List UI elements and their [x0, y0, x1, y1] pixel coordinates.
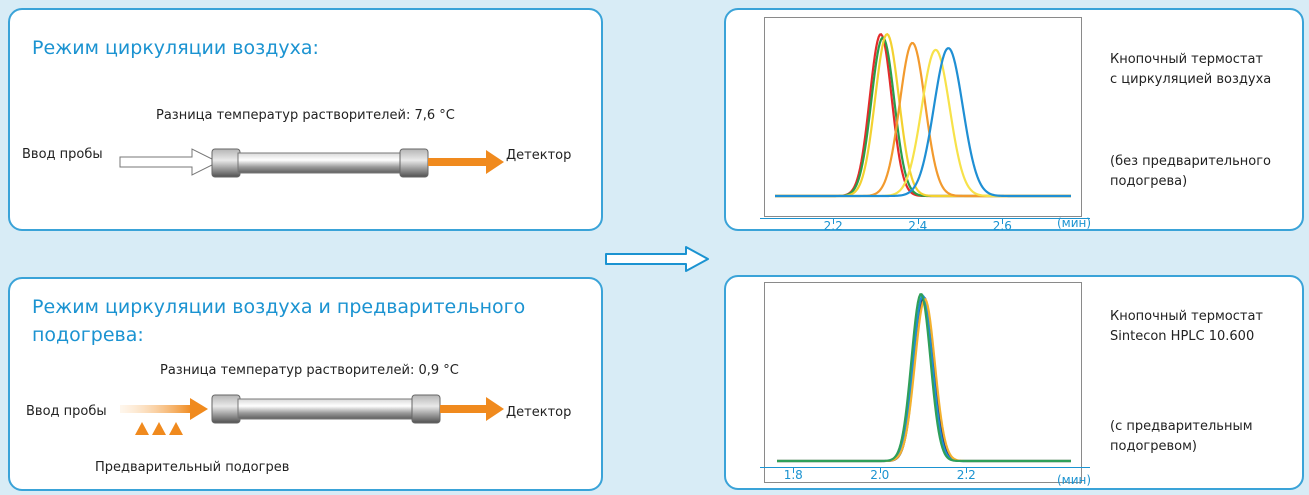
x-axis	[760, 218, 1090, 219]
preheat-label: Предварительный подогрев	[95, 460, 290, 475]
preheat-panel: Режим циркуляции воздуха и предварительн…	[8, 277, 603, 491]
chromatogram-series-1	[775, 32, 1071, 198]
chromatogram-plot	[764, 282, 1082, 483]
temperature-difference-label: Разница температур растворителей: 7,6 °C	[156, 108, 455, 123]
device-description-line2: с циркуляцией воздуха	[1110, 72, 1272, 87]
preheat-note-line2: подогревом)	[1110, 439, 1197, 454]
preheat-note-line1: (без предварительного	[1110, 154, 1271, 169]
x-axis-tick	[833, 218, 835, 224]
chromatogram-lines	[775, 32, 1071, 198]
x-axis-tick-label: 1.8	[783, 468, 803, 482]
x-axis-tick-label: 2.2	[956, 468, 976, 482]
x-axis-tick	[793, 467, 795, 473]
x-axis-unit: (мин)	[1057, 473, 1092, 487]
panel-title-line2: подогрева:	[32, 324, 144, 346]
column-diagram	[120, 394, 504, 435]
hplc-column	[211, 394, 441, 424]
panel-title-line1: Режим циркуляции воздуха и предварительн…	[32, 296, 526, 318]
x-axis-tick-label: 2.6	[992, 219, 1012, 233]
panel-title: Режим циркуляции воздуха:	[32, 37, 319, 59]
hollow-input-arrow	[119, 148, 220, 176]
chromatogram-series-4	[775, 41, 1071, 198]
x-axis	[760, 467, 1090, 468]
air-circulation-panel: Режим циркуляции воздуха: Разница темпер…	[8, 8, 603, 231]
chromatogram-series-1	[777, 295, 1071, 463]
x-axis-tick	[879, 467, 881, 473]
chromatogram-series-5	[775, 48, 1071, 198]
x-axis-tick	[1002, 218, 1004, 224]
chart-panel-sintecon: 1.8 2.0 2.2 (мин) Кнопочный термостат Sint…	[724, 275, 1304, 490]
chromatogram-series-3	[775, 32, 1071, 198]
comparison-arrow-icon	[605, 246, 709, 272]
x-axis-tick	[966, 467, 968, 473]
chromatogram-lines	[777, 293, 1071, 463]
x-axis-tick-label: 2.4	[908, 219, 928, 233]
chromatogram-plot	[764, 17, 1082, 217]
sample-input-label: Ввод пробы	[22, 147, 103, 162]
chromatogram-series-2	[777, 294, 1071, 463]
device-description-line1: Кнопочный термостат	[1110, 309, 1264, 324]
chromatogram-series-3	[777, 297, 1071, 463]
sample-input-label: Ввод пробы	[26, 404, 107, 419]
preheat-note-line2: подогрева)	[1110, 174, 1188, 189]
x-axis-unit: (мин)	[1057, 216, 1092, 230]
orange-output-arrow	[440, 397, 504, 421]
x-axis-tick-label: 2.0	[870, 468, 890, 482]
detector-label: Детектор	[506, 148, 572, 163]
chart-panel-air-circulation: 2.2 2.4 2.6 (мин) Кнопочный термостат с ци…	[724, 8, 1304, 233]
device-description-line2: Sintecon HPLC 10.600	[1110, 329, 1255, 344]
detector-label: Детектор	[506, 405, 572, 420]
preheat-triangles	[135, 422, 183, 435]
device-description-line1: Кнопочный термостат	[1110, 52, 1264, 67]
hplc-column	[211, 148, 429, 178]
x-axis-tick-label: 2.2	[823, 219, 843, 233]
gradient-input-arrow	[120, 398, 208, 420]
preheat-note-line1: (с предварительным	[1110, 419, 1253, 434]
x-axis-tick	[917, 218, 919, 224]
orange-output-arrow	[428, 150, 504, 174]
temperature-difference-label: Разница температур растворителей: 0,9 °C	[160, 363, 459, 378]
chromatogram-series-2	[775, 36, 1071, 198]
column-diagram	[119, 148, 504, 178]
chromatogram-series-6	[775, 47, 1071, 198]
chromatogram-series-4	[777, 293, 1071, 463]
